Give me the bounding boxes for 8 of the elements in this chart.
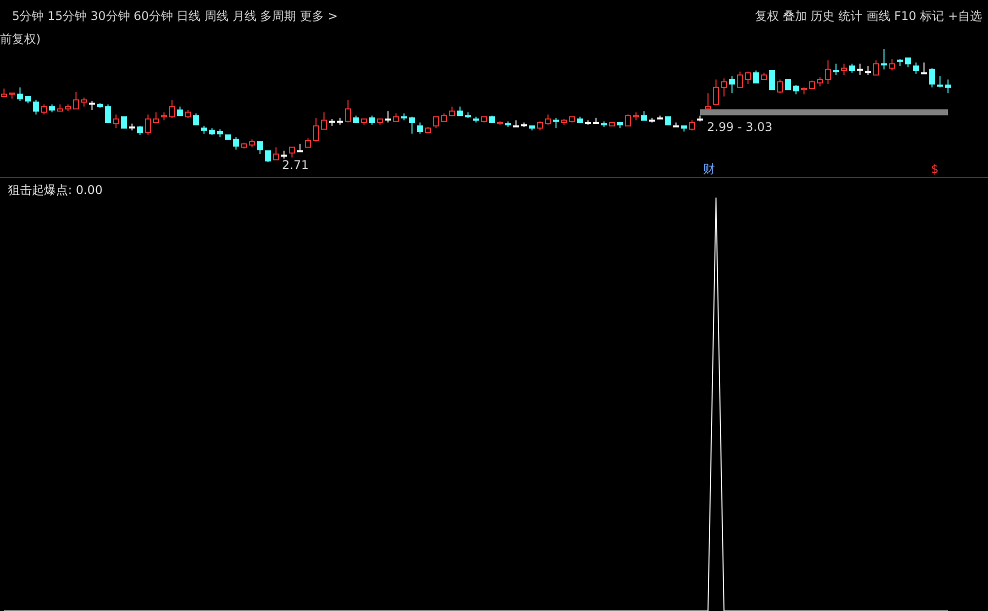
annotation: $ <box>931 162 939 176</box>
chart-subtitle: 5分钟 15分钟 30分钟 60分钟 日线 周线 月线 多周期 更多 > <box>12 9 338 23</box>
annotation: 2.99 - 3.03 <box>707 120 772 134</box>
text: 复权 叠加 历史 统计 画线 F10 标记 +自选 <box>755 9 982 23</box>
annotation: 财 <box>703 162 715 176</box>
annotation: 2.71 <box>282 158 309 172</box>
chart-title: 狙击起爆点: 0.00 <box>8 183 103 197</box>
text: 前复权) <box>0 32 41 46</box>
